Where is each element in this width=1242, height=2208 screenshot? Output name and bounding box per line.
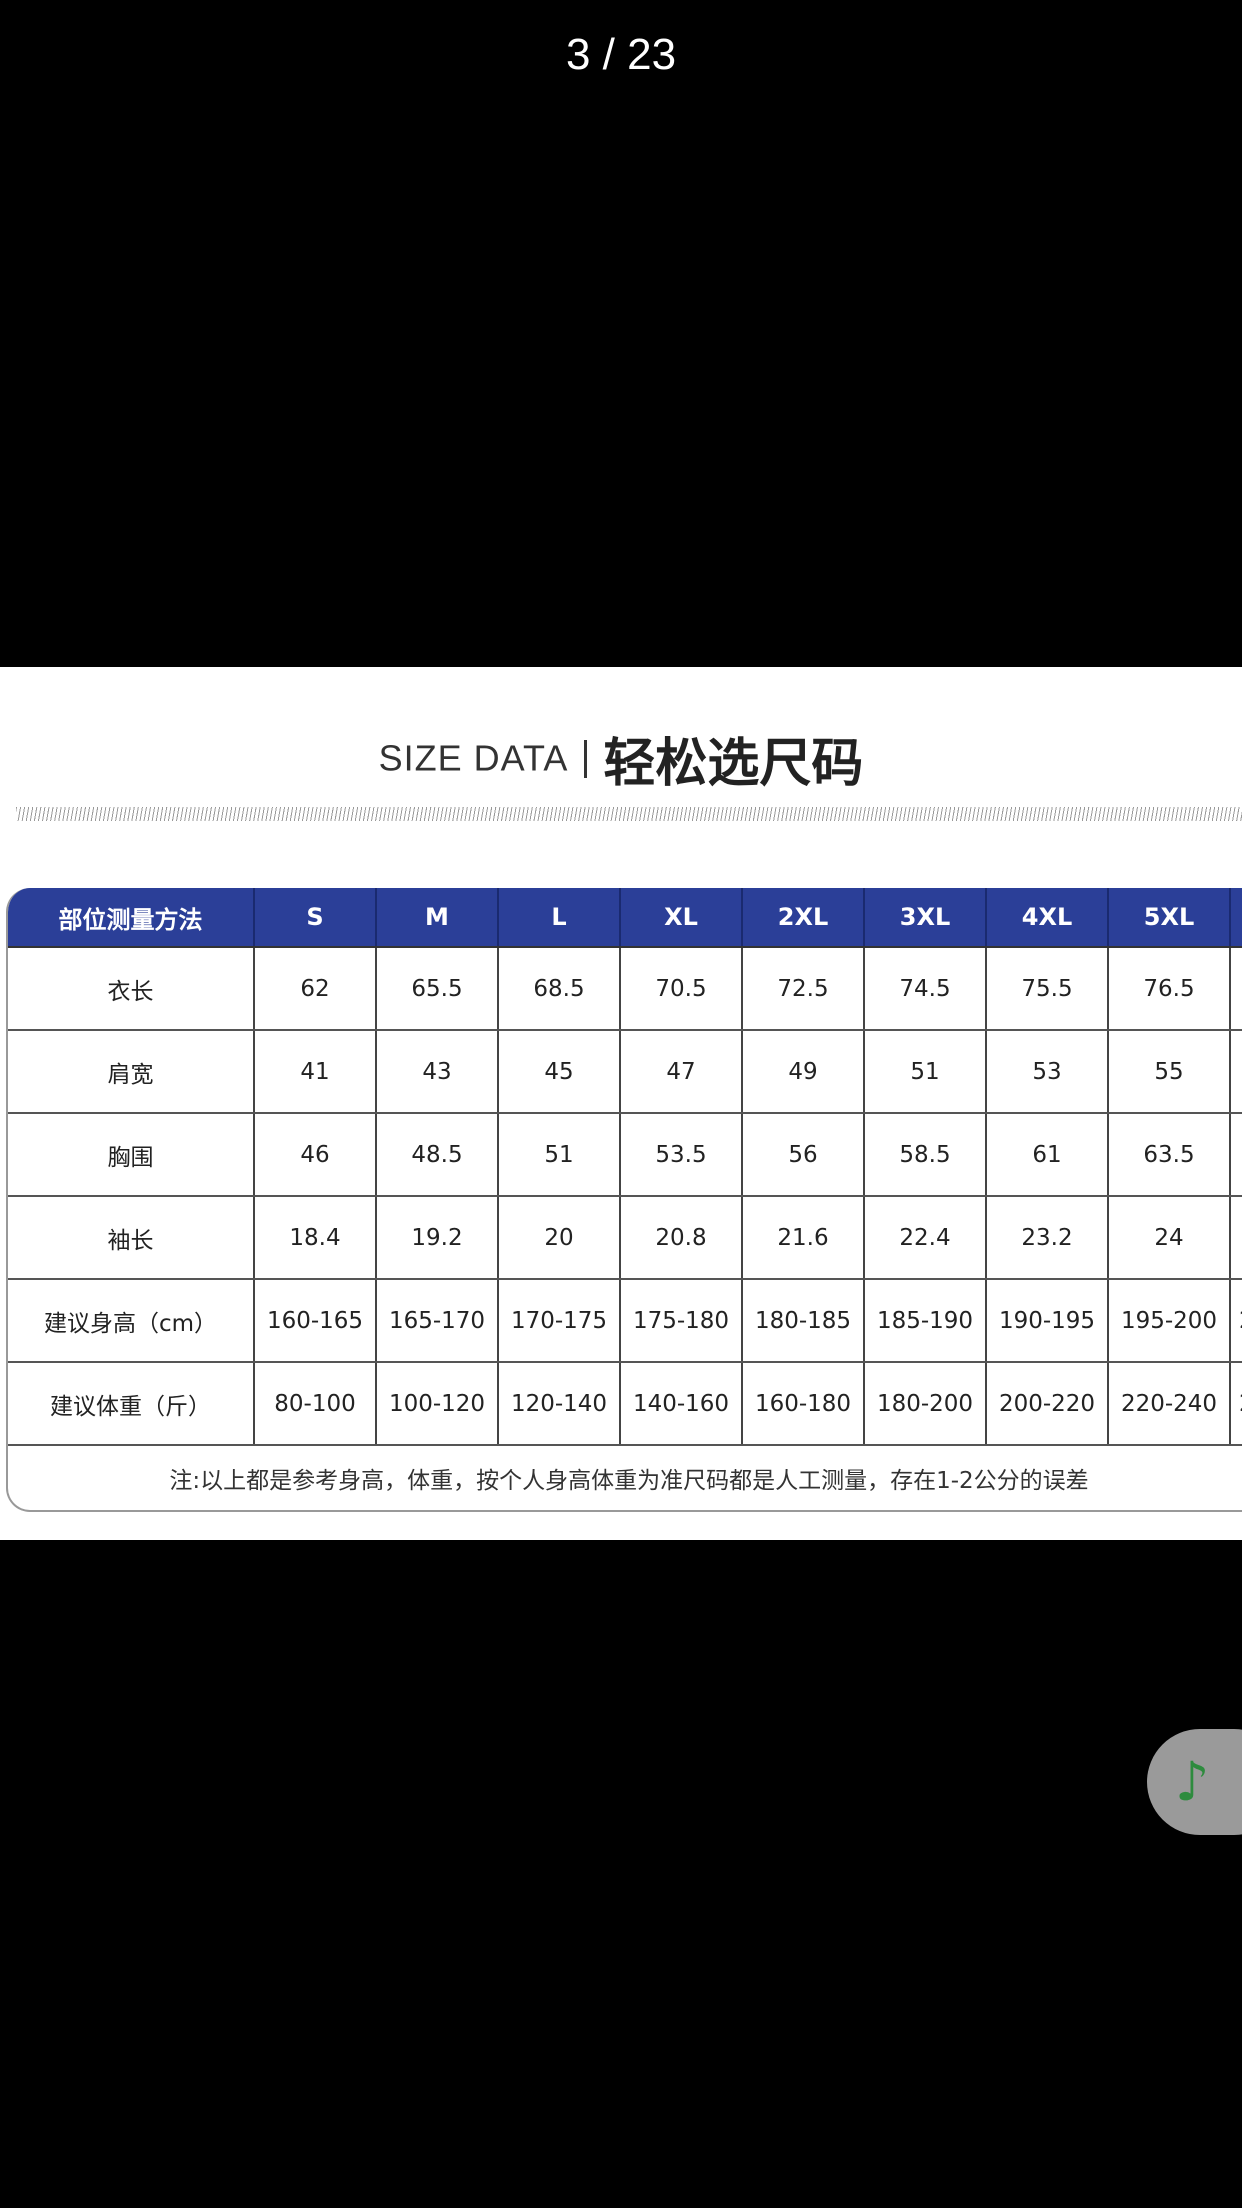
header-size: 4XL [985,888,1107,946]
table-cell: 165-170 [375,1280,497,1361]
table-cell: 22.4 [863,1197,985,1278]
table-cell [1229,948,1242,1029]
row-label: 肩宽 [107,1061,154,1088]
table-cell: 185-190 [863,1280,985,1361]
row-label: 建议身高（cm） [43,1310,218,1337]
table-cell: 46 [253,1114,375,1195]
table-cell: 53 [985,1031,1107,1112]
table-cell [1229,1114,1242,1195]
table-cell: 20 [1229,1280,1242,1361]
table-cell: 55 [1107,1031,1229,1112]
table-cell: 190-195 [985,1280,1107,1361]
table-cell: 140-160 [619,1363,741,1444]
table-row: 袖长 18.4 19.2 20 20.8 21.6 22.4 23.2 24 [8,1197,1242,1280]
table-cell: 160-180 [741,1363,863,1444]
chart-title: SIZE DATA 轻松选尺码 [0,721,1242,796]
table-cell: 180-200 [863,1363,985,1444]
table-cell: 180-185 [741,1280,863,1361]
header-label: 部位测量方法 [58,905,203,934]
table-cell: 61 [985,1114,1107,1195]
size-table: 部位测量方法 S M L XL 2XL 3XL 4XL 5XL 衣长 62 65.5 68.5 70.5… [6,888,1242,1512]
table-row: 胸围 46 48.5 51 53.5 56 58.5 61 63.5 [8,1114,1242,1197]
table-cell: 51 [497,1114,619,1195]
table-cell: 220-240 [1107,1363,1229,1444]
row-label: 衣长 [107,978,154,1005]
table-cell: 80-100 [253,1363,375,1444]
table-cell: 100-120 [375,1363,497,1444]
table-cell: 51 [863,1031,985,1112]
table-note: 注:以上都是参考身高，体重，按个人身高体重为准尺码都是人工测量，存在1-2公分的… [169,1468,1089,1494]
table-cell: 175-180 [619,1280,741,1361]
header-size: S [253,888,375,946]
table-cell: 160-165 [253,1280,375,1361]
row-label: 建议体重（斤） [50,1393,211,1420]
table-row: 衣长 62 65.5 68.5 70.5 72.5 74.5 75.5 76.5 [8,948,1242,1031]
table-cell: 65.5 [375,948,497,1029]
table-cell: 200-220 [985,1363,1107,1444]
table-cell [1229,1197,1242,1278]
table-cell: 70.5 [619,948,741,1029]
table-cell: 63.5 [1107,1114,1229,1195]
table-cell: 23.2 [985,1197,1107,1278]
table-cell: 21.6 [741,1197,863,1278]
table-cell: 170-175 [497,1280,619,1361]
table-row: 建议身高（cm） 160-165 165-170 170-175 175-180 180-… [8,1280,1242,1363]
table-cell: 72.5 [741,948,863,1029]
table-cell: 43 [375,1031,497,1112]
table-cell: 48.5 [375,1114,497,1195]
table-cell: 18.4 [253,1197,375,1278]
table-cell: 76.5 [1107,948,1229,1029]
header-size: 3XL [863,888,985,946]
header-size: M [375,888,497,946]
table-cell: 53.5 [619,1114,741,1195]
header-size: 5XL [1107,888,1229,946]
table-cell: 24 [1107,1197,1229,1278]
header-size [1229,888,1242,946]
size-chart-image: SIZE DATA 轻松选尺码 部位测量方法 S M L XL 2XL 3XL 4XL 5XL 衣… [0,667,1242,1540]
table-cell: 45 [497,1031,619,1112]
table-cell: 41 [253,1031,375,1112]
title-en: SIZE DATA [378,737,569,779]
image-counter: 3 / 23 [565,30,677,79]
music-note-icon: ♪ [1175,1750,1210,1813]
music-button[interactable]: ♪ [1147,1729,1242,1835]
table-cell: 62 [253,948,375,1029]
table-cell: 24 [1229,1363,1242,1444]
title-cn: 轻松选尺码 [603,734,864,794]
table-cell: 19.2 [375,1197,497,1278]
title-divider [584,739,588,778]
row-label: 袖长 [107,1227,154,1254]
decorative-stripes [16,807,1242,821]
table-cell [1229,1031,1242,1112]
table-row: 建议体重（斤） 80-100 100-120 120-140 140-160 160-18… [8,1363,1242,1446]
table-cell: 49 [741,1031,863,1112]
table-cell: 47 [619,1031,741,1112]
row-label: 胸围 [107,1144,154,1171]
table-cell: 20.8 [619,1197,741,1278]
table-cell: 75.5 [985,948,1107,1029]
table-cell: 120-140 [497,1363,619,1444]
table-cell: 20 [497,1197,619,1278]
table-header: 部位测量方法 S M L XL 2XL 3XL 4XL 5XL [8,888,1242,948]
header-size: L [497,888,619,946]
table-row: 肩宽 41 43 45 47 49 51 53 55 [8,1031,1242,1114]
table-cell: 74.5 [863,948,985,1029]
header-size: 2XL [741,888,863,946]
table-cell: 68.5 [497,948,619,1029]
table-cell: 56 [741,1114,863,1195]
table-cell: 195-200 [1107,1280,1229,1361]
table-cell: 58.5 [863,1114,985,1195]
header-size: XL [619,888,741,946]
